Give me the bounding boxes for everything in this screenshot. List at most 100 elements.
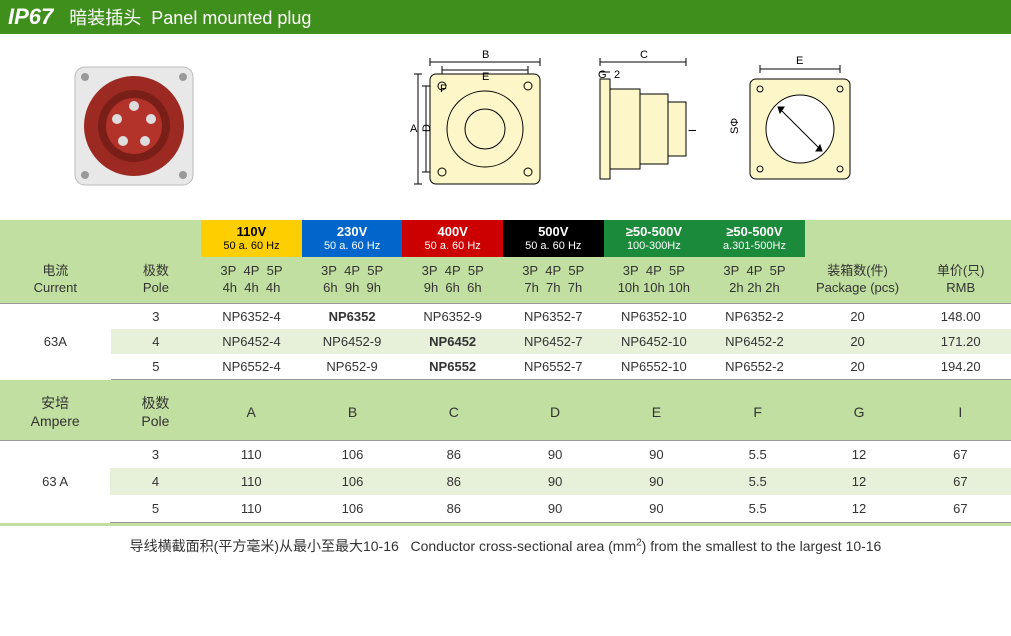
dim-value-cell: 86 (403, 440, 504, 468)
dim-value-cell: 90 (606, 440, 707, 468)
table-row: 5NP6552-4NP652-9NP6552NP6552-7NP6552-10N… (0, 354, 1011, 380)
model-cell: NP6552-10 (604, 354, 705, 380)
svg-text:F: F (440, 83, 447, 95)
voltage-header: 400V50 a. 60 Hz (402, 220, 503, 257)
dim-col-header: D (504, 384, 605, 441)
package-cell: 20 (805, 354, 911, 380)
package-cell: 20 (805, 329, 911, 354)
svg-text:D: D (421, 124, 433, 132)
pole-hour-header: 3P 4P 5P6h 9h 9h (302, 257, 403, 303)
model-cell: NP6552-2 (704, 354, 805, 380)
dim-value-cell: 90 (504, 440, 605, 468)
dim-header-row: 安培Ampere 极数Pole ABCDEFGI (0, 384, 1011, 441)
ampere-cell: 63 A (0, 440, 110, 522)
voltage-header: 230V50 a. 60 Hz (302, 220, 403, 257)
svg-text:A: A (410, 123, 418, 135)
dim-value-cell: 110 (201, 495, 302, 523)
model-cell: NP6452-2 (704, 329, 805, 354)
pole-hour-header: 3P 4P 5P2h 2h 2h (704, 257, 805, 303)
pole-cell: 3 (111, 303, 202, 329)
table-row: 63 A31101068690905.51267 (0, 440, 1011, 468)
svg-text:E: E (482, 71, 489, 83)
col-pole: 极数Pole (110, 384, 200, 441)
dim-value-cell: 110 (201, 440, 302, 468)
table-row: 63A3NP6352-4NP6352NP6352-9NP6352-7NP6352… (0, 303, 1011, 329)
col-current: 电流Current (0, 257, 111, 303)
side-view-drawing: C G 2 I (580, 44, 710, 199)
dim-col-header: F (707, 384, 808, 441)
dim-value-cell: 90 (504, 495, 605, 523)
price-cell: 194.20 (910, 354, 1011, 380)
dim-col-header: G (808, 384, 909, 441)
pole-cell: 5 (110, 495, 200, 523)
dim-value-cell: 90 (606, 495, 707, 523)
dim-col-header: A (201, 384, 302, 441)
pole-cell: 4 (111, 329, 202, 354)
pole-cell: 4 (110, 468, 200, 495)
table-row: 51101068690905.51267 (0, 495, 1011, 523)
dim-value-cell: 86 (403, 495, 504, 523)
table-row: 41101068690905.51267 (0, 468, 1011, 495)
voltage-header: ≥50-500Va.301-500Hz (704, 220, 805, 257)
dim-value-cell: 106 (302, 495, 403, 523)
product-photo (40, 44, 230, 214)
model-cell: NP6452-9 (302, 329, 403, 354)
model-cell: NP6352-10 (604, 303, 705, 329)
pole-hour-header: 3P 4P 5P4h 4h 4h (201, 257, 302, 303)
model-cell: NP652-9 (302, 354, 403, 380)
dim-value-cell: 67 (910, 440, 1011, 468)
price-cell: 171.20 (910, 329, 1011, 354)
dimension-table: 安培Ampere 极数Pole ABCDEFGI 63 A31101068690… (0, 384, 1011, 523)
dim-col-header: E (606, 384, 707, 441)
voltage-header-row: 110V50 a. 60 Hz230V50 a. 60 Hz400V50 a. … (0, 220, 1011, 257)
col-price: 单价(只)RMB (910, 257, 1011, 303)
table-row: 4NP6452-4NP6452-9NP6452NP6452-7NP6452-10… (0, 329, 1011, 354)
model-cell: NP6552-7 (503, 354, 604, 380)
voltage-header: 110V50 a. 60 Hz (201, 220, 302, 257)
current-cell: 63A (0, 303, 111, 379)
col-package: 装箱数(件)Package (pcs) (805, 257, 911, 303)
dim-value-cell: 106 (302, 440, 403, 468)
dim-value-cell: 90 (606, 468, 707, 495)
pole-hour-header: 3P 4P 5P10h 10h 10h (604, 257, 705, 303)
model-cell: NP6552 (402, 354, 503, 380)
pole-hour-header: 3P 4P 5P9h 6h 6h (402, 257, 503, 303)
rear-view-drawing: E SΦ (730, 44, 870, 199)
dim-col-header: C (403, 384, 504, 441)
dim-value-cell: 5.5 (707, 495, 808, 523)
svg-text:I: I (687, 129, 699, 132)
svg-text:C: C (640, 49, 648, 61)
model-cell: NP6352-2 (704, 303, 805, 329)
ip-rating: IP67 (8, 4, 53, 30)
model-cell: NP6452 (402, 329, 503, 354)
col-pole: 极数Pole (111, 257, 202, 303)
svg-text:E: E (796, 55, 803, 67)
dim-value-cell: 67 (910, 495, 1011, 523)
price-cell: 148.00 (910, 303, 1011, 329)
model-cell: NP6452-4 (201, 329, 302, 354)
model-cell: NP6552-4 (201, 354, 302, 380)
dim-col-header: B (302, 384, 403, 441)
dim-value-cell: 110 (201, 468, 302, 495)
model-cell: NP6352 (302, 303, 403, 329)
dim-value-cell: 106 (302, 468, 403, 495)
dim-value-cell: 5.5 (707, 468, 808, 495)
dim-value-cell: 5.5 (707, 440, 808, 468)
model-cell: NP6352-7 (503, 303, 604, 329)
svg-text:SΦ: SΦ (730, 118, 741, 134)
pole-cell: 5 (111, 354, 202, 380)
model-cell: NP6452-10 (604, 329, 705, 354)
voltage-header: 500V50 a. 60 Hz (503, 220, 604, 257)
front-view-drawing: B E F A D (400, 44, 560, 199)
pole-cell: 3 (110, 440, 200, 468)
title-bar: IP67 暗装插头 Panel mounted plug (0, 0, 1011, 34)
model-cell: NP6352-9 (402, 303, 503, 329)
svg-text:2: 2 (614, 69, 620, 81)
dim-value-cell: 90 (504, 468, 605, 495)
voltage-header: ≥50-500V100-300Hz (604, 220, 705, 257)
model-cell: NP6352-4 (201, 303, 302, 329)
pole-hour-header: 3P 4P 5P7h 7h 7h (503, 257, 604, 303)
product-title: 暗装插头 Panel mounted plug (69, 4, 311, 30)
top-illustration-row: B E F A D C G 2 I (0, 34, 1011, 220)
dim-value-cell: 12 (808, 495, 909, 523)
